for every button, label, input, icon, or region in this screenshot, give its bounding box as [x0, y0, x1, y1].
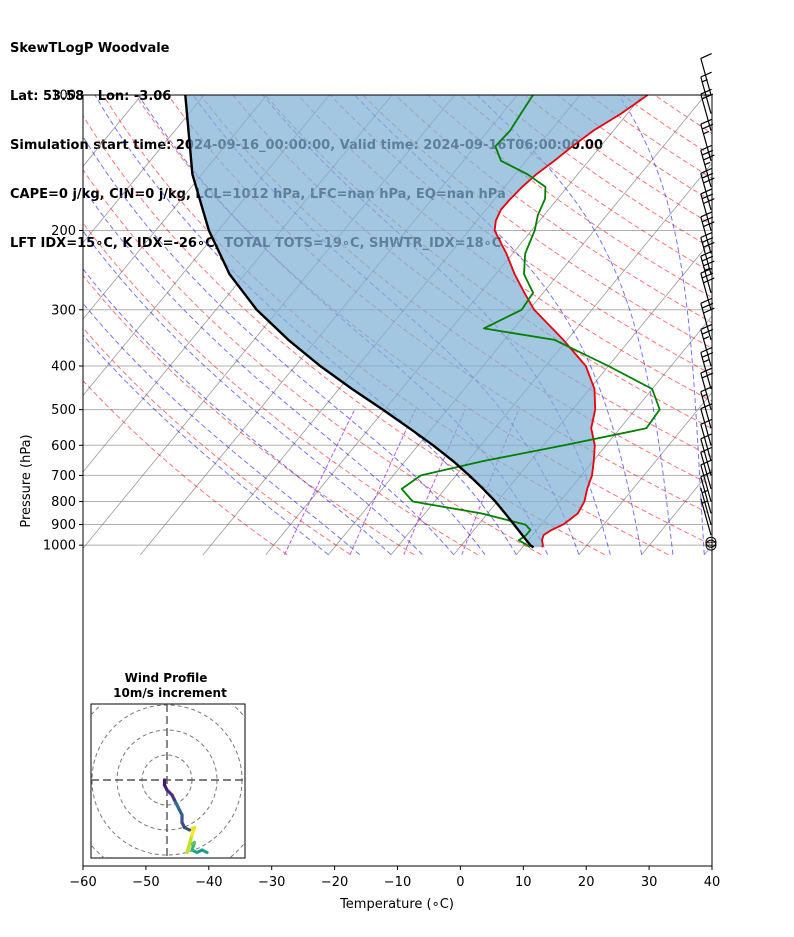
moist-adiabat — [618, 95, 705, 555]
dry-adiabat — [362, 95, 712, 349]
wind-barbs — [700, 53, 717, 551]
isotherm-line — [703, 544, 712, 555]
x-tick-label: −50 — [132, 875, 159, 890]
dewpoint-profile-line — [400, 95, 661, 548]
wind-barb — [700, 118, 714, 161]
x-axis-label: Temperature (∘C) — [339, 897, 454, 912]
parcel-profile-line — [184, 95, 535, 549]
y-tick-label: 800 — [51, 495, 76, 510]
dry-adiabat — [83, 222, 478, 556]
hodograph-title: Wind Profile — [125, 671, 208, 685]
dry-adiabat — [622, 95, 712, 157]
y-tick-label: 700 — [51, 469, 76, 484]
x-tick-label: −60 — [69, 875, 96, 890]
temperature-profile-line — [493, 95, 649, 548]
isotherm-line — [83, 95, 205, 244]
dry-adiabat — [200, 95, 712, 487]
x-tick-label: 40 — [704, 875, 721, 890]
moist-adiabat — [83, 302, 361, 556]
dry-adiabat — [232, 95, 712, 458]
axis-ticks: −60 −50 −40 −30 −20 −10 0 10 20 30 40 100 200 300 400 5… — [43, 89, 720, 891]
x-tick-label: −10 — [384, 875, 411, 890]
y-tick-label: 300 — [51, 303, 76, 318]
hodograph-trace-segment — [185, 833, 194, 855]
isotherm-line — [578, 391, 712, 555]
moist-adiabat — [94, 95, 517, 555]
wind-barb — [700, 250, 715, 293]
mixing-ratio-line — [284, 409, 356, 555]
isotherm-line — [641, 468, 712, 555]
isotherm-line — [0, 95, 79, 555]
wind-barb — [700, 324, 714, 367]
x-tick-label: 30 — [641, 875, 658, 890]
moist-adiabat — [83, 135, 486, 556]
x-tick-label: −20 — [321, 875, 348, 890]
isotherm-line — [0, 95, 16, 555]
dry-adiabat — [83, 380, 288, 556]
dry-adiabat — [394, 95, 712, 324]
y-tick-label: 200 — [51, 224, 76, 239]
moist-adiabat — [83, 268, 392, 556]
wind-barb — [700, 53, 712, 96]
wind-barb — [700, 267, 715, 310]
wind-barb — [700, 446, 712, 490]
plot-data-layer — [184, 95, 661, 549]
dry-adiabat — [83, 327, 351, 556]
y-axis-label: Pressure (hPa) — [19, 434, 34, 527]
dry-adiabat — [83, 274, 415, 556]
y-tick-label: 900 — [51, 518, 76, 533]
hodograph-plot — [91, 704, 245, 858]
y-tick-label: 400 — [51, 360, 76, 375]
title-line-station: SkewTLogP Woodvale — [10, 40, 170, 56]
y-tick-label: 500 — [51, 403, 76, 418]
wind-barb — [700, 297, 715, 341]
dry-adiabat — [654, 95, 712, 135]
cin-cape-shading — [185, 95, 648, 548]
y-tick-label: 600 — [51, 439, 76, 454]
x-tick-label: −40 — [195, 875, 222, 890]
isotherm-line — [767, 95, 794, 555]
hodograph-subtitle: 10m/s increment — [113, 686, 227, 700]
wind-barb — [700, 144, 715, 188]
moist-adiabat — [83, 187, 455, 556]
moist-adiabat — [83, 230, 423, 556]
moist-adiabat — [476, 95, 674, 555]
y-tick-label: 1000 — [43, 539, 76, 554]
moist-adiabat — [83, 334, 329, 556]
dry-adiabat — [83, 168, 542, 556]
wind-barb — [700, 433, 712, 476]
y-tick-label: 100 — [51, 89, 76, 104]
wind-barb — [700, 459, 712, 502]
wind-barb — [700, 418, 712, 462]
title-line-location: Lat: 53.58 Lon: -3.06 — [10, 89, 172, 105]
x-tick-label: −30 — [258, 875, 285, 890]
x-tick-label: 20 — [578, 875, 595, 890]
x-tick-label: 0 — [456, 875, 464, 890]
dry-adiabat — [589, 95, 712, 179]
mixing-ratio-line — [349, 409, 416, 555]
moist-adiabat — [354, 95, 643, 555]
x-tick-label: 10 — [515, 875, 532, 890]
dry-adiabat — [557, 95, 712, 202]
